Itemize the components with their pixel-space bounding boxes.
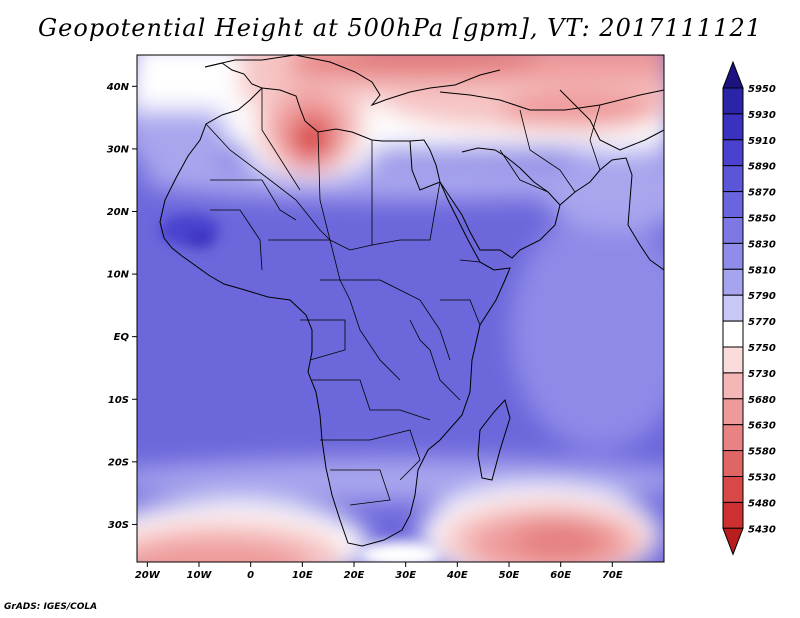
colorbar-cell — [722, 113, 744, 141]
lon-tick-label: 30E — [395, 570, 416, 581]
colorbar-level-label: 5930 — [748, 110, 776, 121]
grads-credit: GrADS: IGES/COLA — [4, 602, 98, 612]
lat-tick-label: 30N — [107, 144, 130, 155]
plot-frame — [136, 54, 665, 563]
country-borders — [205, 88, 601, 506]
colorbar-cell — [722, 87, 744, 115]
colorbar-level-label: 5730 — [748, 369, 776, 380]
colorbar-cell — [722, 242, 744, 270]
lat-tick-label: 40N — [106, 82, 130, 93]
colorbar-cell — [722, 501, 744, 529]
latitude-axis: 40N 30N 20N 10N EQ 10S 20S 30S — [106, 82, 137, 531]
colorbar-cell — [722, 476, 744, 503]
colorbar-cell — [722, 450, 744, 478]
colorbar-level-label: 5680 — [748, 395, 776, 406]
colorbar-cell — [722, 139, 744, 167]
colorbar-level-label: 5580 — [748, 447, 776, 458]
lon-tick-label: 20E — [344, 570, 365, 581]
colorbar-level-label: 5480 — [748, 498, 776, 509]
colorbar-level-label: 5630 — [748, 421, 776, 432]
lat-tick-label: 20N — [107, 207, 130, 218]
longitude-axis: 20W 10W 0 10E 20E 30E 40E 50E 60E 70E — [135, 562, 623, 581]
colorbar-bottom-arrow — [722, 527, 744, 556]
colorbar-cell — [722, 268, 744, 296]
lon-tick-label: 10E — [292, 570, 313, 581]
colorbar-level-label: 5830 — [748, 239, 776, 250]
lon-tick-label: 40E — [446, 570, 468, 581]
colorbar-level-label: 5790 — [748, 291, 776, 302]
lon-tick-label: 70E — [602, 570, 623, 581]
colorbar-cell — [722, 320, 744, 348]
lat-tick-label: 10S — [108, 395, 129, 406]
colorbar-cell — [722, 346, 744, 374]
lon-tick-label: 10W — [187, 570, 213, 581]
lat-tick-label: 10N — [107, 270, 130, 281]
lon-tick-label: 0 — [247, 570, 254, 581]
lat-tick-label: 30S — [108, 520, 129, 531]
height-field — [137, 55, 664, 562]
colorbar-cell — [722, 294, 744, 322]
colorbar: 5950 5930 5910 5890 5870 5850 5830 5810 5790 5770… — [722, 60, 776, 556]
colorbar-level-label: 5530 — [748, 473, 776, 484]
colorbar-level-label: 5770 — [748, 317, 776, 328]
colorbar-level-label: 5750 — [748, 343, 776, 354]
lat-tick-label: EQ — [114, 332, 130, 343]
map-title: Geopotential Height at 500hPa [gpm], VT:… — [38, 14, 762, 42]
lon-tick-label: 60E — [550, 570, 571, 581]
colorbar-cell — [722, 217, 744, 244]
colorbar-cell — [722, 191, 744, 219]
lon-tick-label: 50E — [499, 570, 520, 581]
colorbar-level-label: 5910 — [748, 136, 776, 147]
colorbar-cell — [722, 398, 744, 426]
colorbar-level-label: 5430 — [748, 524, 776, 535]
colorbar-top-arrow — [722, 60, 744, 89]
colorbar-level-label: 5850 — [748, 214, 776, 225]
colorbar-cell — [722, 165, 744, 193]
colorbar-level-label: 5890 — [748, 162, 776, 173]
lon-tick-label: 20W — [135, 570, 161, 581]
colorbar-level-label: 5950 — [748, 84, 776, 95]
colorbar-level-label: 5870 — [748, 188, 776, 199]
colorbar-cell — [722, 424, 744, 452]
colorbar-cell — [722, 372, 744, 400]
colorbar-level-label: 5810 — [748, 265, 776, 276]
lat-tick-label: 20S — [108, 457, 129, 468]
